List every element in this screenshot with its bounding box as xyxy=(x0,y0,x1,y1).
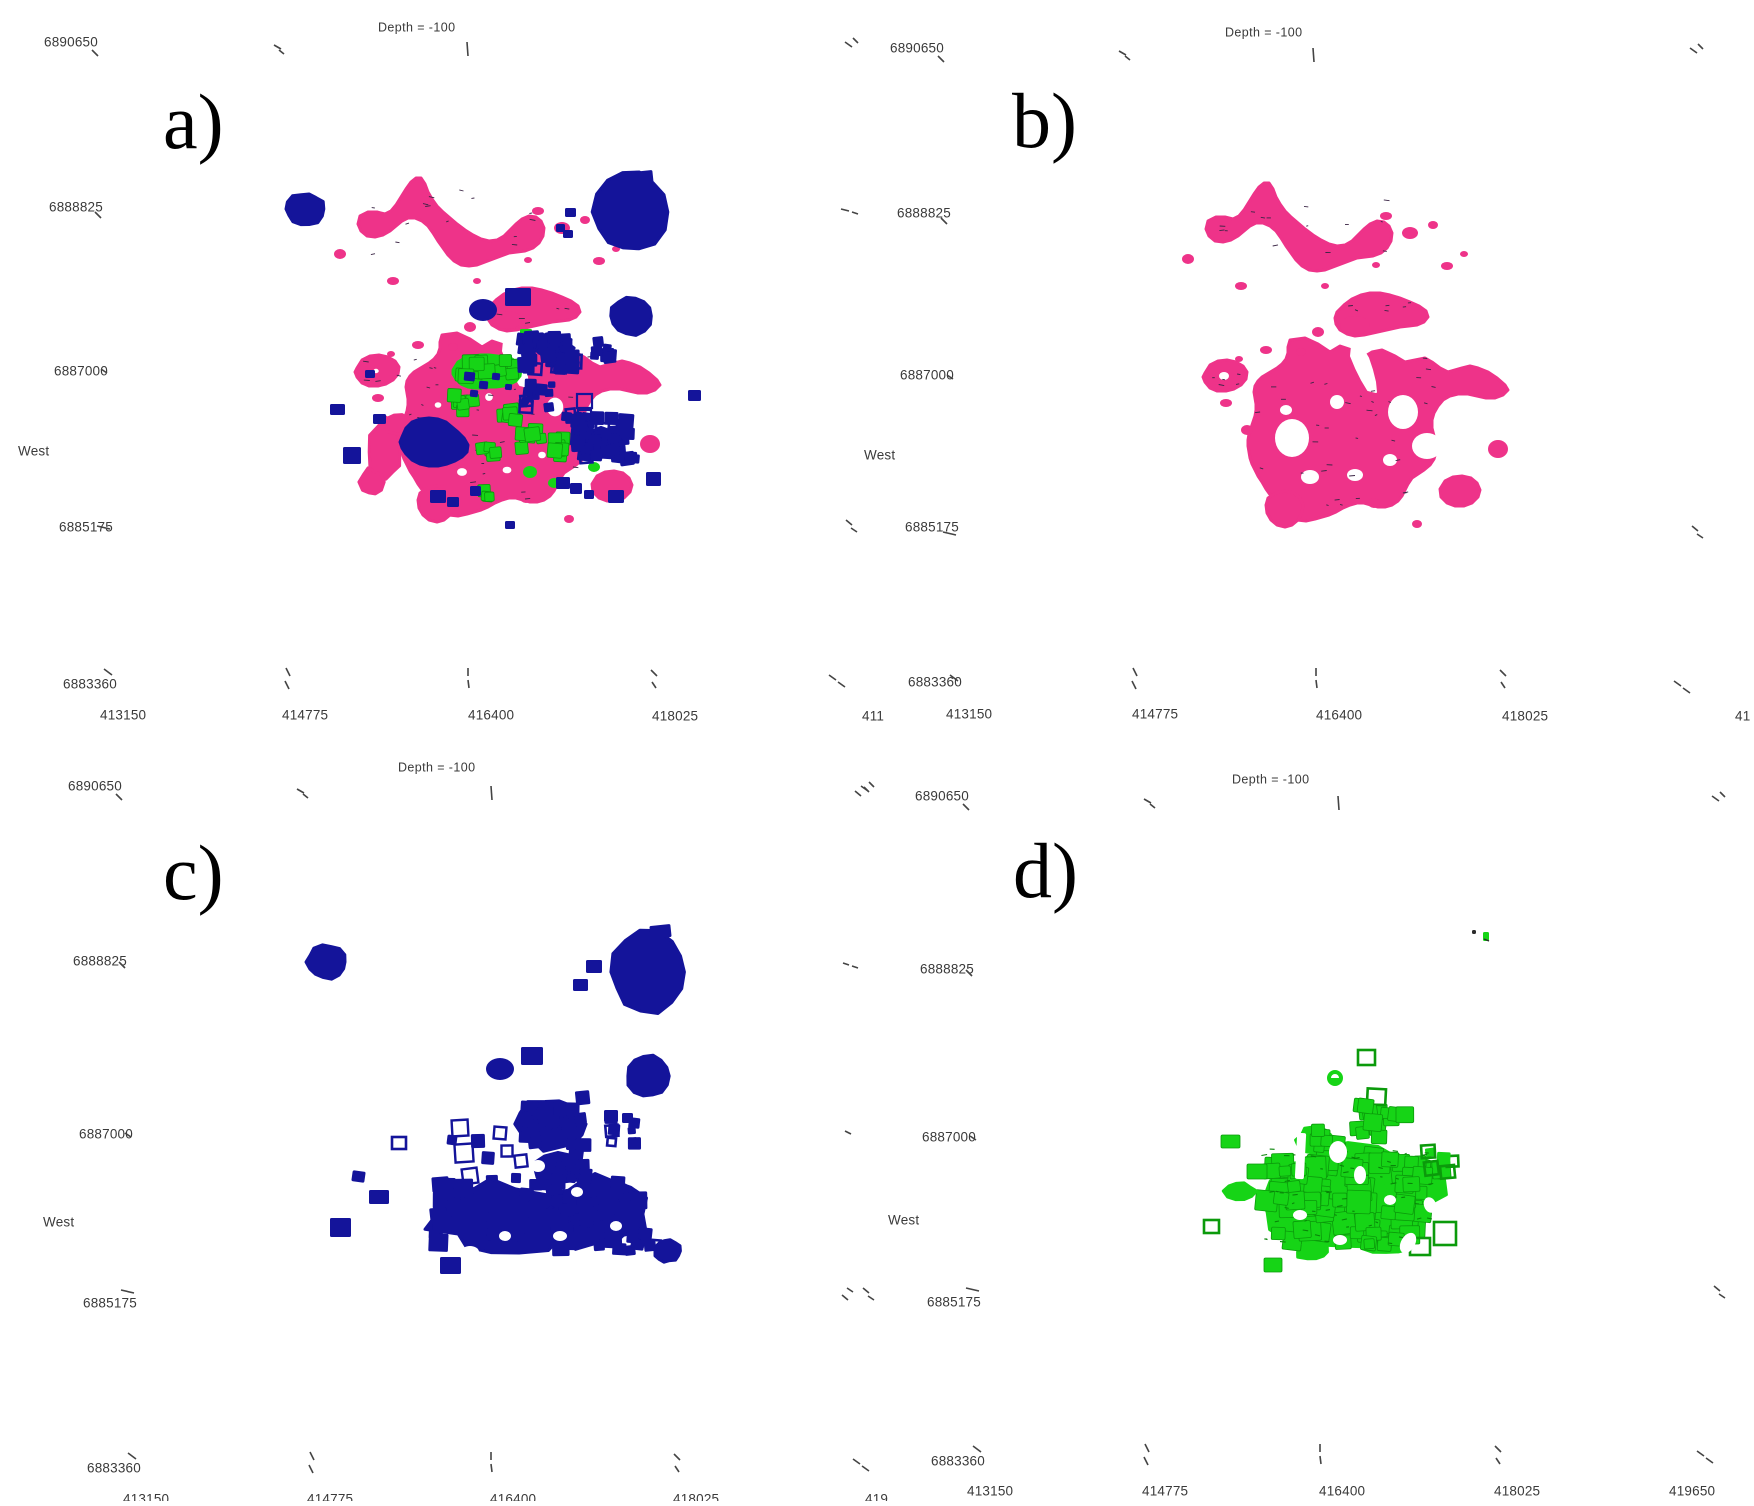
svg-text:416400: 416400 xyxy=(1316,708,1362,723)
svg-text:6890650: 6890650 xyxy=(44,35,98,50)
svg-text:Depth = -100: Depth = -100 xyxy=(398,761,475,775)
svg-text:413150: 413150 xyxy=(967,1484,1013,1499)
svg-text:418025: 418025 xyxy=(673,1492,719,1502)
svg-text:6885175: 6885175 xyxy=(83,1296,137,1311)
svg-text:6883360: 6883360 xyxy=(87,1461,141,1476)
svg-text:414775: 414775 xyxy=(1142,1484,1188,1499)
svg-text:414775: 414775 xyxy=(307,1492,353,1502)
svg-text:418025: 418025 xyxy=(1494,1484,1540,1499)
svg-text:413150: 413150 xyxy=(946,707,992,722)
svg-text:413150: 413150 xyxy=(100,708,146,723)
svg-text:6883360: 6883360 xyxy=(908,675,962,690)
svg-text:a): a) xyxy=(163,78,224,165)
svg-text:6890650: 6890650 xyxy=(68,779,122,794)
svg-text:6888825: 6888825 xyxy=(49,200,103,215)
svg-text:41: 41 xyxy=(1735,709,1750,724)
svg-text:418025: 418025 xyxy=(1502,709,1548,724)
svg-text:West: West xyxy=(18,444,49,459)
svg-text:Depth = -100: Depth = -100 xyxy=(1225,26,1302,40)
svg-text:b): b) xyxy=(1012,77,1077,164)
svg-text:6887000: 6887000 xyxy=(79,1127,133,1142)
svg-text:419: 419 xyxy=(865,1492,888,1502)
svg-text:419650: 419650 xyxy=(1669,1484,1715,1499)
svg-text:414775: 414775 xyxy=(1132,707,1178,722)
svg-text:416400: 416400 xyxy=(490,1492,536,1502)
svg-text:6890650: 6890650 xyxy=(890,41,944,56)
svg-text:d): d) xyxy=(1013,827,1078,914)
svg-text:414775: 414775 xyxy=(282,708,328,723)
svg-text:c): c) xyxy=(163,829,224,916)
svg-text:6887000: 6887000 xyxy=(922,1130,976,1145)
svg-text:418025: 418025 xyxy=(652,709,698,724)
svg-text:6885175: 6885175 xyxy=(59,520,113,535)
svg-text:6888825: 6888825 xyxy=(920,962,974,977)
svg-text:6888825: 6888825 xyxy=(897,206,951,221)
svg-text:6888825: 6888825 xyxy=(73,954,127,969)
svg-text:6885175: 6885175 xyxy=(927,1295,981,1310)
svg-text:Depth = -100: Depth = -100 xyxy=(1232,773,1309,787)
svg-text:West: West xyxy=(888,1213,919,1228)
svg-text:6890650: 6890650 xyxy=(915,789,969,804)
svg-text:416400: 416400 xyxy=(468,708,514,723)
svg-text:6887000: 6887000 xyxy=(54,364,108,379)
svg-text:413150: 413150 xyxy=(123,1492,169,1502)
svg-text:Depth = -100: Depth = -100 xyxy=(378,21,455,35)
svg-text:6885175: 6885175 xyxy=(905,520,959,535)
svg-text:6887000: 6887000 xyxy=(900,368,954,383)
svg-text:6883360: 6883360 xyxy=(63,677,117,692)
svg-text:West: West xyxy=(864,448,895,463)
svg-text:6883360: 6883360 xyxy=(931,1454,985,1469)
svg-text:West: West xyxy=(43,1215,74,1230)
svg-text:416400: 416400 xyxy=(1319,1484,1365,1499)
svg-text:411: 411 xyxy=(862,709,884,724)
